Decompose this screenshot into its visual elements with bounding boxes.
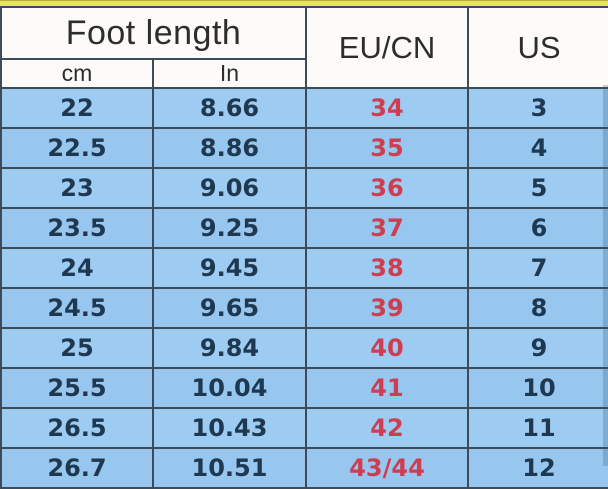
table-row: 24 9.45 38 7 xyxy=(0,247,608,289)
cell-eu-cn: 34 xyxy=(305,87,469,129)
cell-foot-in: 10.04 xyxy=(152,367,307,409)
cell-eu-cn: 37 xyxy=(305,207,469,249)
cell-foot-in: 9.65 xyxy=(152,287,307,329)
header-eu-cn: EU/CN xyxy=(305,6,469,89)
header-cm: cm xyxy=(0,58,154,89)
cell-eu-cn: 35 xyxy=(305,127,469,169)
cell-foot-in: 8.86 xyxy=(152,127,307,169)
cell-eu-cn: 43/44 xyxy=(305,447,469,489)
cell-foot-in: 9.45 xyxy=(152,247,307,289)
cell-us: 10 xyxy=(467,367,608,409)
cell-us: 6 xyxy=(467,207,608,249)
cell-eu-cn: 36 xyxy=(305,167,469,209)
cell-eu-cn: 40 xyxy=(305,327,469,369)
cell-foot-cm: 24.5 xyxy=(0,287,154,329)
cell-us: 3 xyxy=(467,87,608,129)
cell-foot-in: 9.25 xyxy=(152,207,307,249)
cell-eu-cn: 38 xyxy=(305,247,469,289)
header-us: US xyxy=(467,6,608,89)
yellow-top-strip xyxy=(0,0,608,6)
table-header: Foot length EU/CN US cm In xyxy=(0,6,608,89)
cell-us: 8 xyxy=(467,287,608,329)
cell-foot-cm: 23.5 xyxy=(0,207,154,249)
cell-eu-cn: 39 xyxy=(305,287,469,329)
cell-us: 11 xyxy=(467,407,608,449)
cell-foot-in: 10.51 xyxy=(152,447,307,489)
cell-foot-in: 8.66 xyxy=(152,87,307,129)
cell-foot-in: 10.43 xyxy=(152,407,307,449)
table-row: 22 8.66 34 3 xyxy=(0,87,608,129)
table-row: 25.5 10.04 41 10 xyxy=(0,367,608,409)
shoe-size-conversion-table: Foot length EU/CN US cm In 22 8.66 34 3 … xyxy=(0,6,608,489)
cell-foot-cm: 22.5 xyxy=(0,127,154,169)
header-row-units: cm In xyxy=(0,58,608,89)
header-foot-length: Foot length xyxy=(0,6,307,60)
cell-foot-cm: 26.7 xyxy=(0,447,154,489)
table-body: 22 8.66 34 3 22.5 8.86 35 4 23 9.06 36 5… xyxy=(0,87,608,489)
table-row: 24.5 9.65 39 8 xyxy=(0,287,608,329)
cell-foot-cm: 22 xyxy=(0,87,154,129)
cell-us: 5 xyxy=(467,167,608,209)
cell-us: 12 xyxy=(467,447,608,489)
table-row: 25 9.84 40 9 xyxy=(0,327,608,369)
cell-foot-cm: 25 xyxy=(0,327,154,369)
cell-foot-in: 9.06 xyxy=(152,167,307,209)
cell-foot-cm: 26.5 xyxy=(0,407,154,449)
cell-foot-in: 9.84 xyxy=(152,327,307,369)
table-row: 22.5 8.86 35 4 xyxy=(0,127,608,169)
table-row: 23 9.06 36 5 xyxy=(0,167,608,209)
cell-foot-cm: 24 xyxy=(0,247,154,289)
table-row: 26.5 10.43 42 11 xyxy=(0,407,608,449)
cell-foot-cm: 23 xyxy=(0,167,154,209)
cell-us: 7 xyxy=(467,247,608,289)
cell-foot-cm: 25.5 xyxy=(0,367,154,409)
table-row: 23.5 9.25 37 6 xyxy=(0,207,608,249)
cell-eu-cn: 41 xyxy=(305,367,469,409)
cell-us: 4 xyxy=(467,127,608,169)
header-row-group: Foot length EU/CN US xyxy=(0,6,608,89)
cell-us: 9 xyxy=(467,327,608,369)
cell-eu-cn: 42 xyxy=(305,407,469,449)
header-in: In xyxy=(152,58,306,89)
table-row: 26.7 10.51 43/44 12 xyxy=(0,447,608,489)
